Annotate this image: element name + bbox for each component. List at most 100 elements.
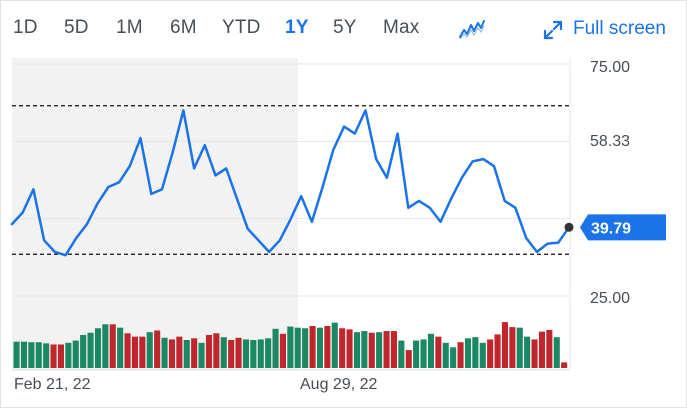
- range-ytd-button[interactable]: YTD: [222, 17, 261, 38]
- volume-bar: [176, 336, 183, 368]
- y-tick-label: 75.00: [590, 59, 630, 76]
- volume-bar: [265, 338, 272, 368]
- grid-lines: [12, 58, 571, 371]
- volume-bar: [501, 322, 508, 368]
- volume-bar: [257, 339, 264, 368]
- volume-bar: [213, 333, 220, 368]
- volume-bar: [279, 333, 286, 368]
- range-1d-button[interactable]: 1D: [13, 17, 38, 38]
- volume-bar: [457, 342, 464, 368]
- volume-bar: [161, 337, 168, 368]
- volume-bar: [65, 342, 72, 368]
- expand-arrows-icon: [543, 20, 563, 40]
- current-price-badge: 39.79: [564, 214, 666, 241]
- volume-bar: [472, 337, 479, 368]
- volume-bar: [80, 334, 87, 368]
- volume-bar: [427, 333, 434, 368]
- volume-bar: [324, 326, 331, 368]
- volume-bar: [509, 327, 516, 368]
- volume-bar: [442, 342, 449, 368]
- volume-bar: [57, 344, 64, 368]
- volume-bar: [235, 337, 242, 368]
- y-axis: 75.00 58.33 25.00: [590, 59, 630, 307]
- volume-bar: [183, 340, 190, 368]
- previous-period-shade: [12, 58, 298, 370]
- volume-bar: [287, 326, 294, 368]
- range-5y-button[interactable]: 5Y: [333, 17, 357, 38]
- chart-toolbar: 1D 5D 1M 6M YTD 1Y 5Y Max Full screen: [0, 0, 687, 58]
- volume-bar: [361, 331, 368, 368]
- range-6m-button[interactable]: 6M: [170, 17, 197, 38]
- volume-bar: [220, 337, 227, 368]
- volume-bar: [368, 332, 375, 368]
- volume-bar: [435, 336, 442, 368]
- volume-bar: [13, 341, 20, 368]
- volume-bar: [72, 340, 79, 368]
- volume-bars: [13, 322, 568, 368]
- volume-bar: [35, 342, 42, 368]
- volume-bar: [450, 347, 457, 368]
- volume-bar: [398, 340, 405, 368]
- volume-bar: [464, 338, 471, 368]
- fullscreen-label: Full screen: [573, 18, 666, 39]
- volume-bar: [531, 339, 538, 368]
- line-chart-icon[interactable]: [459, 18, 485, 40]
- volume-bar: [494, 334, 501, 368]
- x-axis: Feb 21, 22 Aug 29, 22: [14, 376, 378, 393]
- volume-bar: [561, 362, 568, 368]
- volume-bar: [146, 332, 153, 368]
- volume-bar: [524, 336, 531, 368]
- volume-bar: [420, 339, 427, 368]
- volume-bar: [117, 327, 124, 368]
- volume-bar: [479, 342, 486, 368]
- x-tick-label: Aug 29, 22: [300, 376, 378, 393]
- volume-bar: [405, 350, 412, 368]
- y-tick-label: 25.00: [590, 290, 630, 307]
- volume-bar: [102, 324, 109, 368]
- volume-bar: [546, 329, 553, 368]
- range-5d-button[interactable]: 5D: [64, 17, 89, 38]
- y-tick-label: 58.33: [590, 133, 630, 150]
- volume-bar: [191, 338, 198, 368]
- volume-bar: [353, 332, 360, 368]
- volume-bar: [553, 337, 560, 368]
- price-line: [10, 109, 571, 257]
- reference-lines: [12, 105, 570, 255]
- volume-bar: [94, 328, 101, 368]
- volume-bar: [20, 341, 27, 368]
- volume-bar: [487, 339, 494, 368]
- range-1m-button[interactable]: 1M: [116, 17, 143, 38]
- volume-bar: [168, 339, 175, 368]
- range-max-button[interactable]: Max: [383, 17, 420, 38]
- volume-bar: [316, 327, 323, 368]
- price-badge-shape: [580, 214, 666, 241]
- volume-bar: [309, 326, 316, 368]
- volume-bar: [198, 342, 205, 368]
- volume-bar: [87, 332, 94, 368]
- volume-bar: [242, 339, 249, 368]
- volume-bar: [43, 343, 50, 368]
- volume-bar: [205, 334, 212, 368]
- current-price-value: 39.79: [591, 220, 631, 237]
- volume-bar: [302, 328, 309, 368]
- volume-bar: [28, 342, 35, 368]
- volume-bar: [413, 340, 420, 368]
- volume-bar: [131, 336, 138, 368]
- volume-bar: [538, 331, 545, 368]
- volume-bar: [331, 322, 338, 368]
- volume-bar: [109, 324, 116, 368]
- volume-bar: [376, 332, 383, 368]
- volume-bar: [390, 331, 397, 368]
- volume-bar: [516, 327, 523, 368]
- volume-bar: [346, 329, 353, 368]
- volume-bar: [50, 344, 57, 368]
- x-tick-label: Feb 21, 22: [14, 376, 91, 393]
- volume-bar: [294, 327, 301, 368]
- volume-bar: [124, 333, 131, 368]
- volume-bar: [339, 328, 346, 368]
- volume-bar: [383, 331, 390, 368]
- range-1y-button[interactable]: 1Y: [285, 17, 309, 38]
- volume-bar: [139, 336, 146, 368]
- volume-bar: [154, 330, 161, 368]
